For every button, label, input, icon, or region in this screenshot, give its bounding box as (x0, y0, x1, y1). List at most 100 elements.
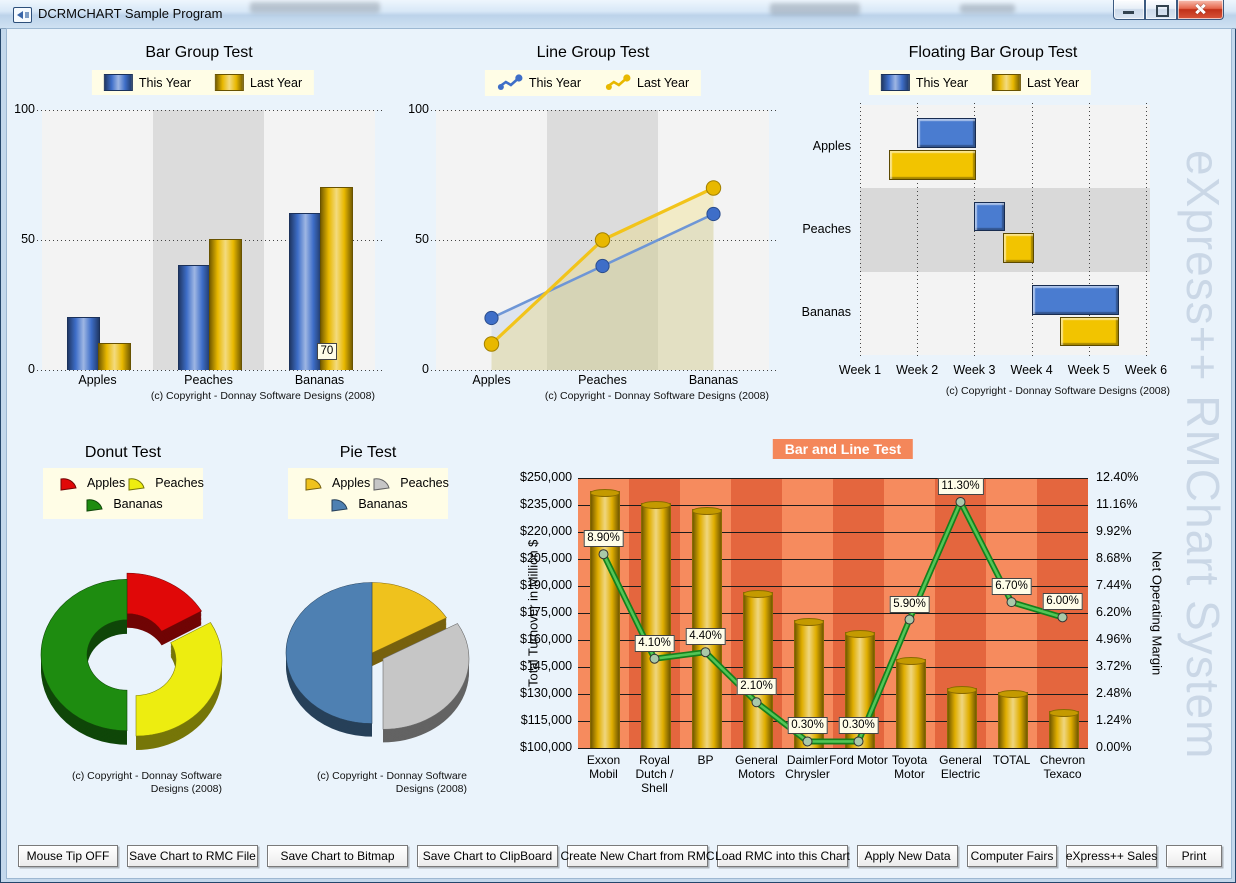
left-axis-tick: $235,000 (520, 497, 573, 511)
floating-bar-peaches-last-year[interactable] (1002, 233, 1034, 263)
floating-bar-bananas-this-year[interactable] (1031, 285, 1120, 315)
data-point-total[interactable] (1006, 597, 1017, 608)
bar-peaches-this-year[interactable] (177, 265, 211, 370)
maximize-button[interactable] (1145, 0, 1177, 20)
data-point-bananas-this-year[interactable] (706, 206, 721, 222)
slice-bananas[interactable] (285, 582, 373, 724)
data-point-peaches-this-year[interactable] (595, 258, 610, 274)
data-point-daimler-chrysler[interactable] (802, 736, 813, 747)
button-save-chart-to-bitmap[interactable]: Save Chart to Bitmap (267, 845, 408, 867)
data-point-bananas-last-year[interactable] (705, 180, 722, 196)
bar-chevron-texaco[interactable] (1048, 709, 1079, 748)
button-express-sales[interactable]: eXpress++ Sales (1066, 845, 1157, 867)
left-axis-tick: $205,000 (520, 551, 573, 565)
data-point-chevron-texaco[interactable] (1057, 612, 1068, 623)
line-value-label: 11.30% (937, 477, 984, 495)
data-point-bp[interactable] (700, 647, 711, 658)
gridline (578, 721, 1088, 722)
data-point-peaches-last-year[interactable] (594, 232, 611, 248)
left-axis-tick: $100,000 (520, 740, 573, 754)
legend-label: Last Year (1026, 75, 1080, 90)
x-axis-tick: Week 1 (838, 363, 882, 377)
button-mouse-tip-off[interactable]: Mouse Tip OFF (18, 845, 118, 867)
line-value-label: 6.00% (1042, 593, 1083, 611)
button-save-chart-to-clipboard[interactable]: Save Chart to ClipBoard (417, 845, 558, 867)
x-axis-label: Apples (472, 373, 511, 387)
right-axis-tick: 12.40% (1096, 470, 1139, 484)
floating-bar-peaches-this-year[interactable] (974, 201, 1005, 232)
bar-royal-dutch-shell[interactable] (640, 501, 671, 748)
slice-peaches[interactable] (382, 623, 470, 730)
y-axis-label: Peaches (802, 222, 851, 236)
bar-general-motors[interactable] (742, 590, 773, 748)
floating-bar-apples-this-year[interactable] (917, 118, 977, 148)
gridline (578, 586, 1088, 587)
legend-item: Apples (57, 474, 125, 492)
gridline (860, 103, 861, 357)
button-computer-fairs[interactable]: Computer Fairs (967, 845, 1057, 867)
legend-wedge-icon (60, 478, 77, 491)
right-axis-tick: 8.68% (1096, 551, 1132, 565)
donut-chart: Donut Test Apples Peaches Bananas (c) Copyri… (30, 438, 248, 803)
bar-apples-last-year[interactable] (97, 343, 131, 370)
bar-peaches-last-year[interactable] (208, 239, 242, 370)
floating-bar-apples-last-year[interactable] (888, 150, 977, 180)
slice-apples[interactable] (371, 582, 447, 654)
bar-total[interactable] (997, 690, 1028, 748)
button-print[interactable]: Print (1166, 845, 1222, 867)
button-load-rmc-into-this-chart[interactable]: Load RMC into this Chart (715, 845, 850, 867)
data-point-apples-last-year[interactable] (483, 336, 500, 352)
close-button[interactable] (1177, 0, 1224, 20)
right-axis-title: Net Operating Margin (1149, 550, 1165, 676)
slice-bananas[interactable] (40, 579, 128, 731)
gridline (578, 559, 1088, 560)
bar-group-chart: Bar Group Test This Year Last Year 70 0 50 100… (14, 36, 398, 408)
legend: Apples Peaches Bananas (288, 468, 449, 519)
gridline (431, 109, 777, 111)
x-axis-tick: Week 5 (1067, 363, 1110, 377)
close-icon (1194, 3, 1206, 15)
plot-area (860, 103, 1150, 357)
data-point-royal-dutch-shell[interactable] (649, 653, 660, 664)
data-point-ford-motor[interactable] (853, 736, 864, 747)
gridline (578, 613, 1088, 614)
button-save-chart-to-rmc-file[interactable]: Save Chart to RMC File (127, 845, 258, 867)
legend-row: Apples Peaches (49, 474, 204, 492)
legend-line-icon (497, 74, 523, 90)
bar-toyota-motor[interactable] (895, 656, 926, 748)
title-bar[interactable]: DCRMCHART Sample Program (0, 0, 1236, 29)
minimize-button[interactable] (1113, 0, 1145, 20)
line-value-label: 0.30% (838, 717, 879, 735)
floating-bar-group-chart: Floating Bar Group Test This Year Last Yea… (800, 36, 1184, 408)
legend-label: Apples (332, 476, 371, 490)
legend-item: Last Year (991, 74, 1080, 91)
button-create-new-chart-from-rmc[interactable]: Create New Chart from RMC (560, 845, 715, 867)
chart-title-badge: Bar and Line Test (772, 439, 914, 459)
slice-peaches[interactable] (135, 622, 223, 737)
pie-chart: Pie Test Apples Peaches Bananas (c) Copyrigh… (275, 438, 493, 803)
button-apply-new-data[interactable]: Apply New Data (857, 845, 958, 867)
data-point-exxon-mobil[interactable] (598, 549, 609, 560)
x-axis-tick: Week 6 (1124, 363, 1168, 377)
data-point-general-motors[interactable] (751, 697, 762, 708)
slice-apples[interactable] (126, 572, 202, 632)
x-axis-label: General Motors (735, 753, 778, 781)
bar-general-electric[interactable] (946, 685, 977, 748)
bar-bananas-last-year[interactable] (319, 187, 353, 370)
data-point-toyota-motor[interactable] (904, 614, 915, 625)
left-axis-tick: $130,000 (520, 686, 573, 700)
legend-label: Peaches (155, 476, 204, 490)
floating-bar-bananas-last-year[interactable] (1060, 316, 1120, 347)
y-axis-tick: 0 (422, 362, 429, 376)
y-axis-label: Apples (812, 138, 851, 153)
plot-area: 8.90% 4.10% 4.40% 2.10% 0.30% 0.30% 5.90% 11.30… (578, 477, 1088, 749)
gridline (578, 532, 1088, 533)
legend: This Year Last Year (868, 70, 1092, 95)
bar-apples-this-year[interactable] (66, 317, 100, 370)
legend: This Year Last Year (91, 70, 315, 95)
data-point-general-electric[interactable] (955, 496, 966, 507)
gridline (578, 748, 1088, 749)
chart-title: Line Group Test (536, 44, 650, 61)
legend-item: Last Year (605, 74, 689, 92)
data-point-apples-this-year[interactable] (484, 310, 499, 326)
